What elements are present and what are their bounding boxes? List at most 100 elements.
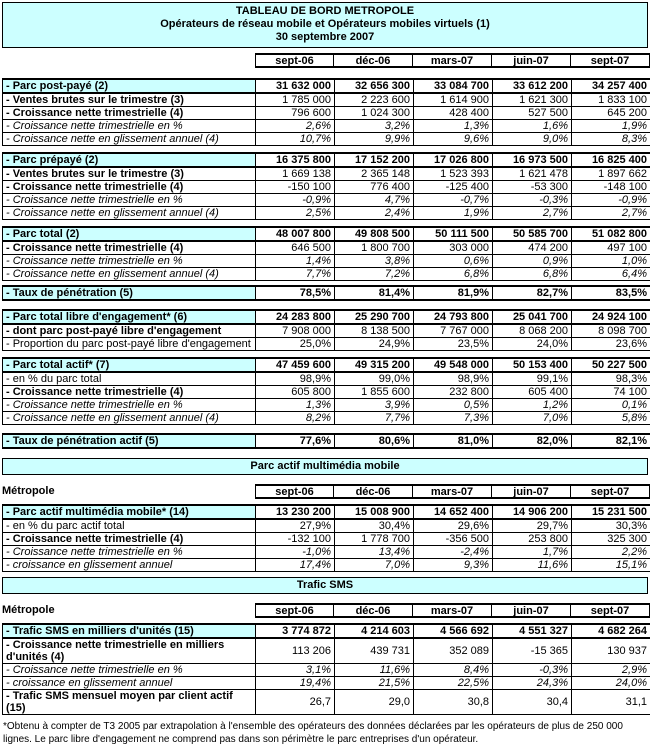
- value-cell: -0,3%: [492, 193, 572, 207]
- row-label: - Croissance nette trimestrielle en %: [2, 254, 256, 268]
- value-cell: 24,0%: [492, 337, 572, 351]
- footnote: *Obtenu à compter de T3 2005 par extrapo…: [3, 721, 623, 745]
- value-cell: -0,9%: [255, 193, 335, 207]
- value-cell: 0,9%: [492, 254, 572, 268]
- value-cell: 49 548 000: [413, 357, 493, 373]
- value-cell: 23,6%: [571, 337, 650, 351]
- value-cell: 7,3%: [413, 411, 493, 425]
- value-cell: 474 200: [492, 240, 572, 255]
- value-cell: 1,2%: [492, 398, 572, 412]
- table-row: - Proportion du parc post-payé libre d'e…: [2, 337, 650, 351]
- value-cell: 6,8%: [492, 267, 572, 281]
- value-cell: 130 937: [571, 637, 650, 664]
- region-label: Métropole: [2, 485, 55, 497]
- value-cell: 1 800 700: [334, 240, 414, 255]
- value-cell: 82,7%: [492, 285, 572, 301]
- value-cell: 2 365 148: [334, 166, 414, 181]
- value-cell: 49 315 200: [334, 357, 414, 373]
- column-header: sept-06: [255, 484, 334, 499]
- value-cell: 325 300: [571, 532, 650, 546]
- value-cell: -0,9%: [571, 193, 650, 207]
- row-label: - Parc total actif* (7): [2, 357, 256, 373]
- value-cell: 1,0%: [571, 254, 650, 268]
- row-label: - Croissance nette trimestrielle en %: [2, 398, 256, 412]
- value-cell: 3,8%: [334, 254, 414, 268]
- table-row: - Croissance nette trimestrielle (4) 605 …: [2, 385, 650, 399]
- row-label: - Croissance nette trimestrielle (4): [2, 240, 256, 255]
- value-cell: 1 024 300: [334, 106, 414, 120]
- value-cell: 15 231 500: [571, 504, 650, 520]
- column-header: mars-07: [413, 53, 492, 68]
- table-row: - Parc total (2) 48 007 800 49 808 500 50 1…: [2, 226, 650, 242]
- table-row: - Croissance nette trimestrielle en % 3,1…: [2, 663, 650, 677]
- value-cell: 33 612 200: [492, 78, 572, 94]
- value-cell: 13,4%: [334, 545, 414, 559]
- value-cell: 9,0%: [492, 132, 572, 146]
- row-label: - Ventes brutes sur le trimestre (3): [2, 166, 256, 181]
- value-cell: 74 100: [571, 385, 650, 399]
- row-label: - Croissance nette trimestrielle en mill…: [2, 637, 256, 664]
- value-cell: 77,6%: [255, 433, 335, 449]
- title-line-1: TABLEAU DE BORD METROPOLE: [235, 5, 415, 17]
- value-cell: 2,5%: [255, 206, 335, 220]
- value-cell: 646 500: [255, 240, 335, 255]
- value-cell: 9,3%: [413, 558, 493, 572]
- column-header: juin-07: [492, 53, 571, 68]
- row-label: - en % du parc actif total: [2, 518, 256, 533]
- value-cell: 80,6%: [334, 433, 414, 449]
- column-header: mars-07: [413, 484, 492, 499]
- table-row: - croissance en glissement annuel 17,4% 7,…: [2, 558, 650, 572]
- row-label: - croissance en glissement annuel: [2, 558, 256, 572]
- value-cell: 2,9%: [571, 663, 650, 677]
- region-label: Métropole: [2, 604, 55, 616]
- value-cell: 0,6%: [413, 254, 493, 268]
- table-row: - Croissance nette trimestrielle (4) -132…: [2, 532, 650, 546]
- row-label: - Croissance nette trimestrielle en %: [2, 545, 256, 559]
- row-label: - Parc post-payé (2): [2, 78, 256, 94]
- row-label: - Parc prépayé (2): [2, 152, 256, 168]
- table-row: - Croissance nette trimestrielle en % -1,…: [2, 545, 650, 559]
- row-label: - Croissance nette trimestrielle (4): [2, 106, 256, 120]
- row-label: - en % du parc total: [2, 371, 256, 386]
- table-taux-penetration-actif: - Taux de pénétration actif (5) 77,6% 80,6…: [2, 433, 650, 449]
- value-cell: 1 523 393: [413, 166, 493, 181]
- section-banner-sms: Trafic SMS: [2, 577, 648, 594]
- value-cell: 24,9%: [334, 337, 414, 351]
- row-label: - Parc total (2): [2, 226, 256, 242]
- value-cell: 1 621 300: [492, 92, 572, 107]
- value-cell: 1,3%: [255, 398, 335, 412]
- value-cell: 232 800: [413, 385, 493, 399]
- value-cell: 7,0%: [334, 558, 414, 572]
- row-label: - Croissance nette trimestrielle (4): [2, 180, 256, 194]
- value-cell: 98,3%: [571, 371, 650, 386]
- value-cell: -125 400: [413, 180, 493, 194]
- row-label: - Croissance nette en glissement annuel …: [2, 411, 256, 425]
- value-cell: 17 026 800: [413, 152, 493, 168]
- value-cell: 24,0%: [571, 676, 650, 690]
- value-cell: 1,4%: [255, 254, 335, 268]
- table-row: - Croissance nette en glissement annuel …: [2, 267, 650, 281]
- value-cell: 15,1%: [571, 558, 650, 572]
- table-trafic-sms: - Trafic SMS en milliers d'unités (15) 3 …: [2, 623, 650, 715]
- table-row: - Croissance nette trimestrielle en % 2,6…: [2, 119, 650, 133]
- table-parc-post-paye: - Parc post-payé (2) 31 632 000 32 656 300…: [2, 78, 650, 146]
- value-cell: 1,7%: [492, 545, 572, 559]
- value-cell: 30,4%: [334, 518, 414, 533]
- value-cell: 25 290 700: [334, 309, 414, 325]
- table-row: - Croissance nette trimestrielle (4) -150…: [2, 180, 650, 194]
- table-row: - Trafic SMS en milliers d'unités (15) 3 …: [2, 623, 650, 639]
- value-cell: 1 833 100: [571, 92, 650, 107]
- row-label: - Taux de pénétration actif (5): [2, 433, 256, 449]
- value-cell: 2,4%: [334, 206, 414, 220]
- row-label: - Croissance nette en glissement annuel …: [2, 132, 256, 146]
- column-header: mars-07: [413, 603, 492, 618]
- value-cell: 253 800: [492, 532, 572, 546]
- value-cell: 8 138 500: [334, 323, 414, 338]
- table-row: - Ventes brutes sur le trimestre (3) 1 66…: [2, 166, 650, 181]
- table-parc-total: - Parc total (2) 48 007 800 49 808 500 50 1…: [2, 226, 650, 281]
- value-cell: 81,9%: [413, 285, 493, 301]
- value-cell: 1 669 138: [255, 166, 335, 181]
- value-cell: -53 300: [492, 180, 572, 194]
- value-cell: 49 808 500: [334, 226, 414, 242]
- value-cell: 98,9%: [413, 371, 493, 386]
